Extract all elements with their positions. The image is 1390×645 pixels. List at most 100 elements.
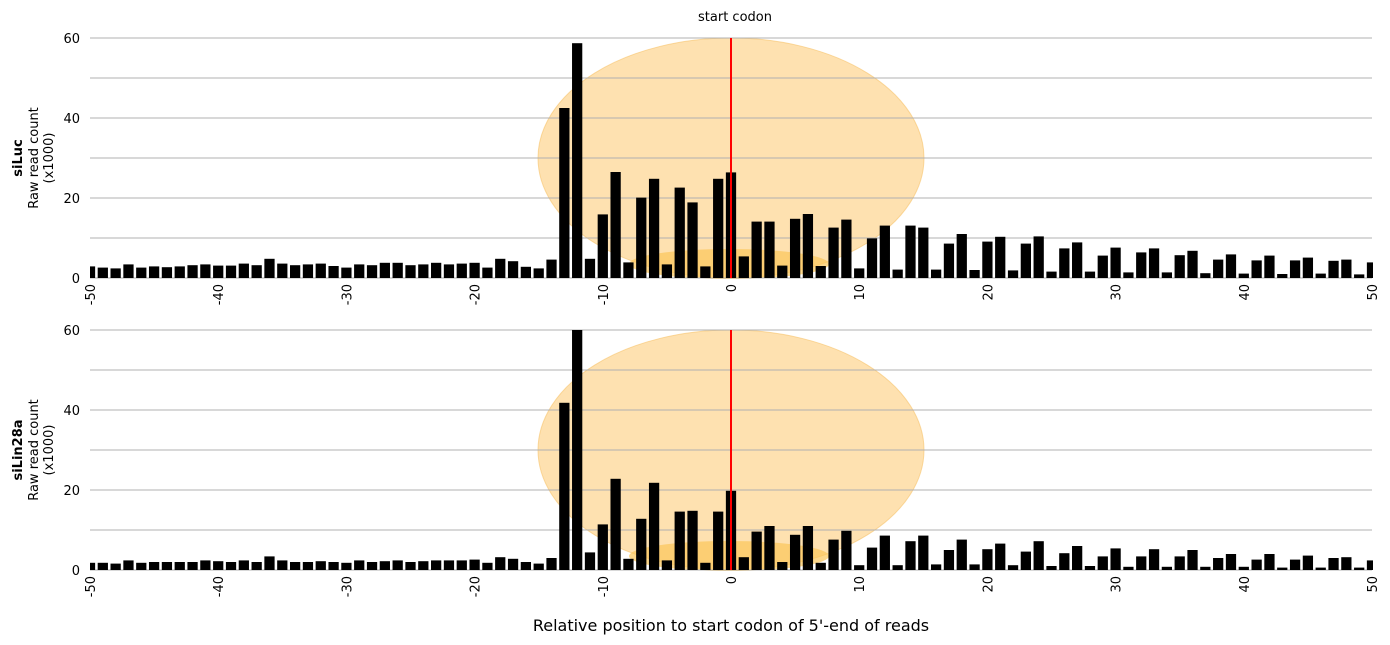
bar — [238, 263, 249, 278]
bar — [1174, 556, 1185, 570]
bar — [225, 562, 237, 570]
bar — [661, 264, 673, 278]
bar — [148, 266, 160, 278]
bar — [1225, 254, 1237, 278]
bar — [443, 264, 455, 278]
y-axis-title: (x1000) — [42, 425, 57, 476]
bar — [559, 402, 570, 570]
bar — [943, 243, 955, 278]
bar — [802, 214, 814, 278]
bar — [469, 559, 480, 570]
bar — [200, 264, 211, 278]
x-tick-label: 30 — [1110, 284, 1125, 301]
bar — [110, 268, 121, 278]
bar — [1328, 260, 1339, 278]
bar — [1277, 274, 1288, 278]
bar — [751, 221, 762, 278]
bar — [866, 238, 878, 278]
bar — [251, 265, 262, 278]
bar — [1315, 567, 1326, 570]
bar — [687, 510, 698, 570]
bar — [315, 561, 326, 570]
bar — [187, 265, 198, 278]
bar — [264, 258, 275, 278]
bar — [136, 267, 147, 278]
bar — [738, 557, 749, 570]
bar — [302, 264, 314, 278]
bar — [302, 562, 314, 570]
bar — [854, 268, 865, 278]
x-tick-label: -20 — [469, 284, 484, 305]
y-tick-label: 40 — [63, 112, 80, 127]
x-tick-label: -20 — [469, 576, 484, 597]
bar — [392, 560, 403, 570]
bar — [1225, 554, 1237, 570]
bar — [1341, 259, 1352, 278]
bar — [1200, 566, 1211, 570]
bar — [674, 187, 685, 278]
y-tick-label: 0 — [72, 272, 80, 287]
x-tick-label: 10 — [853, 576, 868, 593]
bar — [277, 560, 288, 570]
bar — [918, 535, 929, 570]
bar — [97, 562, 108, 570]
bar — [879, 225, 890, 278]
bar — [418, 264, 429, 278]
bar — [1354, 567, 1365, 570]
bar — [841, 530, 852, 570]
bar — [161, 267, 173, 278]
bar — [930, 564, 942, 570]
bar — [1341, 557, 1352, 570]
bar — [1123, 272, 1134, 278]
bar — [623, 262, 634, 278]
bar — [174, 266, 185, 278]
x-tick-label: -40 — [212, 284, 227, 305]
bar — [161, 562, 173, 570]
bar — [572, 43, 583, 279]
bar — [802, 526, 814, 570]
bar — [1213, 558, 1224, 570]
bar — [251, 562, 262, 570]
y-tick-label: 40 — [63, 404, 80, 419]
panel-2: 0 20 40 60 -50 -40 -30 -20 -10 0 10 20 30 40 50 siLin28… — [11, 324, 1381, 597]
x-tick-label: 10 — [853, 284, 868, 301]
bar — [1161, 272, 1173, 278]
bar — [277, 263, 288, 278]
bar — [1174, 255, 1185, 278]
bar — [866, 547, 878, 570]
bar — [289, 265, 301, 278]
bar — [1046, 566, 1057, 570]
bar — [1059, 553, 1070, 570]
bar — [1084, 271, 1096, 278]
bar — [405, 265, 416, 278]
bar — [315, 263, 326, 278]
bar — [341, 562, 352, 570]
bar — [1020, 551, 1031, 570]
bar — [507, 261, 519, 278]
bar — [520, 266, 532, 278]
bar — [1264, 255, 1275, 278]
bar — [584, 552, 596, 570]
bar — [469, 262, 480, 278]
bar — [97, 267, 108, 278]
bar — [200, 560, 211, 570]
bar — [1033, 541, 1044, 570]
bar — [815, 562, 826, 570]
bar — [1238, 566, 1249, 570]
bar — [431, 560, 442, 570]
bar — [764, 221, 775, 278]
bar — [648, 178, 660, 278]
bar — [1072, 242, 1083, 278]
bar — [1302, 555, 1314, 570]
bar — [392, 262, 403, 278]
bar — [1366, 262, 1373, 278]
bar — [1328, 558, 1339, 570]
bar — [213, 265, 224, 278]
bar — [533, 268, 544, 278]
bar — [1123, 566, 1134, 570]
bar — [1161, 566, 1173, 570]
bar — [225, 265, 237, 278]
bar — [636, 197, 647, 278]
bar — [328, 266, 339, 278]
bar — [90, 266, 96, 278]
